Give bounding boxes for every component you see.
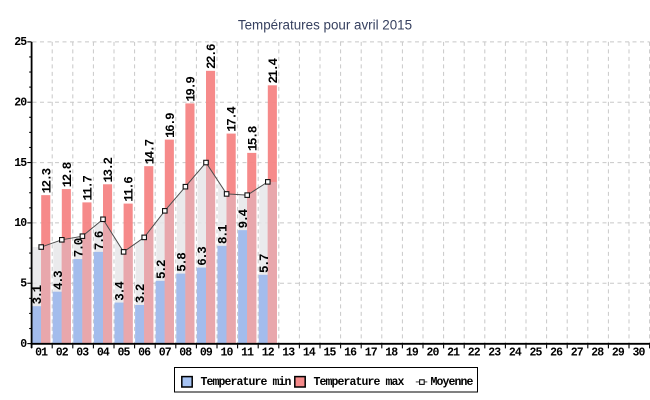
svg-text:11: 11 xyxy=(241,347,254,360)
svg-text:11.6: 11.6 xyxy=(123,177,137,202)
svg-text:01: 01 xyxy=(35,347,48,360)
svg-text:16.9: 16.9 xyxy=(164,113,178,138)
svg-text:5: 5 xyxy=(20,278,27,291)
svg-text:10: 10 xyxy=(14,217,27,230)
svg-text:14.7: 14.7 xyxy=(143,139,157,164)
svg-text:08: 08 xyxy=(179,347,192,360)
svg-text:03: 03 xyxy=(76,347,89,360)
svg-text:29: 29 xyxy=(612,347,625,360)
svg-text:27: 27 xyxy=(571,347,584,360)
svg-text:3.2: 3.2 xyxy=(134,284,148,303)
svg-text:0: 0 xyxy=(20,338,27,351)
svg-text:10: 10 xyxy=(220,347,233,360)
svg-text:6.3: 6.3 xyxy=(196,247,210,266)
svg-text:15.8: 15.8 xyxy=(246,126,260,151)
svg-text:12: 12 xyxy=(262,347,275,360)
svg-text:25: 25 xyxy=(529,347,542,360)
svg-text:Moyenne: Moyenne xyxy=(431,376,474,389)
svg-text:07: 07 xyxy=(159,347,172,360)
svg-text:20: 20 xyxy=(426,347,439,360)
svg-text:28: 28 xyxy=(591,347,604,360)
svg-text:7.6: 7.6 xyxy=(93,231,107,250)
svg-text:Temperature max: Temperature max xyxy=(314,376,405,389)
svg-text:20: 20 xyxy=(14,97,27,110)
svg-text:26: 26 xyxy=(550,347,563,360)
svg-text:16: 16 xyxy=(344,347,357,360)
svg-text:30: 30 xyxy=(632,347,645,360)
svg-text:12.8: 12.8 xyxy=(61,162,75,187)
svg-text:04: 04 xyxy=(97,347,110,360)
svg-text:25: 25 xyxy=(14,36,27,49)
svg-text:05: 05 xyxy=(117,347,130,360)
svg-text:Températures pour avril 2015: Températures pour avril 2015 xyxy=(238,17,412,32)
svg-text:22: 22 xyxy=(468,347,481,360)
svg-text:19.9: 19.9 xyxy=(185,77,199,102)
svg-text:3.4: 3.4 xyxy=(114,281,128,301)
svg-text:13.2: 13.2 xyxy=(102,157,116,182)
svg-text:3.1: 3.1 xyxy=(31,285,45,304)
svg-text:09: 09 xyxy=(200,347,213,360)
svg-text:06: 06 xyxy=(138,347,151,360)
svg-text:24: 24 xyxy=(509,347,522,360)
svg-text:17: 17 xyxy=(365,347,378,360)
svg-text:4.3: 4.3 xyxy=(52,271,66,290)
svg-text:21.4: 21.4 xyxy=(267,57,281,83)
svg-text:5.7: 5.7 xyxy=(258,254,272,273)
svg-text:19: 19 xyxy=(406,347,419,360)
svg-text:5.2: 5.2 xyxy=(155,260,169,279)
svg-text:8.1: 8.1 xyxy=(217,225,231,244)
svg-text:22.6: 22.6 xyxy=(205,44,219,69)
svg-text:9.4: 9.4 xyxy=(237,208,251,228)
svg-text:23: 23 xyxy=(488,347,501,360)
svg-text:5.8: 5.8 xyxy=(175,253,189,272)
svg-text:7.0: 7.0 xyxy=(72,238,86,257)
svg-text:12.3: 12.3 xyxy=(40,168,54,193)
svg-text:11.7: 11.7 xyxy=(82,176,96,201)
svg-text:02: 02 xyxy=(56,347,69,360)
svg-text:18: 18 xyxy=(385,347,398,360)
svg-text:15: 15 xyxy=(323,347,336,360)
svg-text:Temperature min: Temperature min xyxy=(201,376,292,389)
svg-text:14: 14 xyxy=(303,347,316,360)
svg-text:15: 15 xyxy=(14,157,27,170)
svg-text:13: 13 xyxy=(282,347,295,360)
svg-text:17.4: 17.4 xyxy=(226,106,240,132)
svg-text:21: 21 xyxy=(447,347,460,360)
